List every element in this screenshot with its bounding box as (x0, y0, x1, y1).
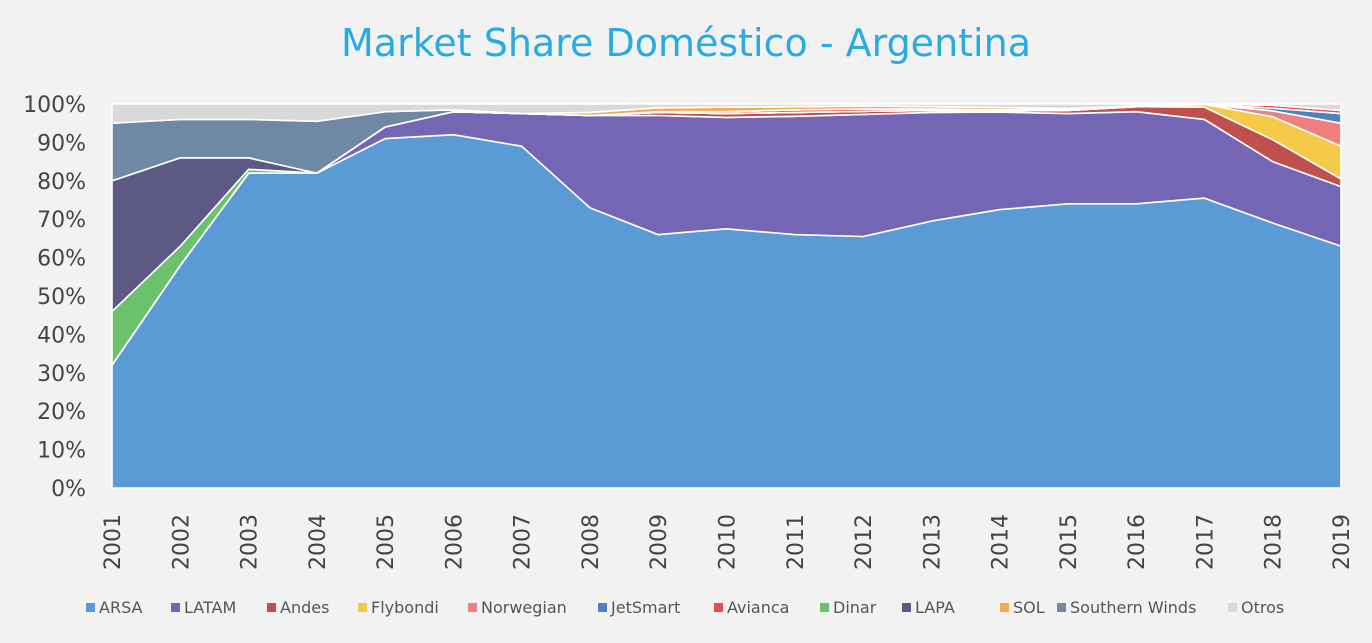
legend-swatch-jetsmart (598, 603, 607, 612)
legend: ARSA LATAM Andes Flybondi Norwegian JetSmart A… (86, 598, 1284, 617)
x-tick-label: 2010 (716, 514, 741, 570)
legend-swatch-lapa (902, 603, 911, 612)
legend-swatch-norwegian (468, 603, 477, 612)
x-tick-label: 2019 (1330, 514, 1355, 570)
x-tick-label: 2009 (647, 514, 672, 570)
x-tick-label: 2012 (852, 514, 877, 570)
legend-label-southern-winds: Southern Winds (1070, 598, 1196, 617)
legend-swatch-avianca (714, 603, 723, 612)
y-tick-label: 10% (37, 439, 86, 464)
x-tick-label: 2017 (1193, 514, 1218, 570)
y-tick-label: 40% (37, 323, 86, 348)
x-tick-label: 2014 (989, 514, 1014, 570)
legend-swatch-dinar (820, 603, 829, 612)
y-tick-label: 100% (23, 93, 86, 118)
y-tick-label: 50% (37, 285, 86, 310)
legend-label-dinar: Dinar (833, 598, 877, 617)
x-tick-label: 2005 (374, 514, 399, 570)
legend-label-otros: Otros (1241, 598, 1284, 617)
legend-swatch-otros (1228, 603, 1237, 612)
legend-swatch-latam (171, 603, 180, 612)
legend-swatch-andes (267, 603, 276, 612)
y-axis-ticks: 0% 10% 20% 30% 40% 50% 60% 70% 80% 90% 100% (23, 93, 86, 502)
legend-label-andes: Andes (280, 598, 329, 617)
x-tick-label: 2004 (306, 514, 331, 570)
legend-swatch-arsa (86, 603, 95, 612)
y-tick-label: 90% (37, 131, 86, 156)
x-axis-ticks: 2001 2002 2003 2004 2005 2006 2007 2008 2009 2010… (101, 514, 1355, 570)
x-tick-label: 2001 (101, 514, 126, 570)
legend-swatch-flybondi (358, 603, 367, 612)
legend-label-arsa: ARSA (99, 598, 143, 617)
legend-swatch-southern-winds (1057, 603, 1066, 612)
y-tick-label: 30% (37, 362, 86, 387)
y-tick-label: 80% (37, 170, 86, 195)
x-tick-label: 2015 (1057, 514, 1082, 570)
legend-label-lapa: LAPA (915, 598, 955, 617)
x-tick-label: 2008 (579, 514, 604, 570)
area-series-group (111, 103, 1342, 489)
x-tick-label: 2003 (238, 514, 263, 570)
y-tick-label: 60% (37, 247, 86, 272)
legend-label-norwegian: Norwegian (481, 598, 567, 617)
y-tick-label: 20% (37, 400, 86, 425)
x-tick-label: 2007 (511, 514, 536, 570)
x-tick-label: 2002 (169, 514, 194, 570)
legend-label-jetsmart: JetSmart (610, 598, 680, 617)
x-tick-label: 2018 (1262, 514, 1287, 570)
y-tick-label: 0% (51, 477, 86, 502)
chart-title: Market Share Doméstico - Argentina (341, 21, 1031, 65)
y-tick-label: 70% (37, 208, 86, 233)
x-tick-label: 2016 (1125, 514, 1150, 570)
x-tick-label: 2013 (920, 514, 945, 570)
x-tick-label: 2006 (442, 514, 467, 570)
legend-label-latam: LATAM (184, 598, 236, 617)
x-tick-label: 2011 (784, 514, 809, 570)
legend-label-flybondi: Flybondi (371, 598, 439, 617)
legend-label-avianca: Avianca (727, 598, 789, 617)
legend-label-sol: SOL (1013, 598, 1045, 617)
legend-swatch-sol (1000, 603, 1009, 612)
area-otros (111, 103, 1342, 124)
